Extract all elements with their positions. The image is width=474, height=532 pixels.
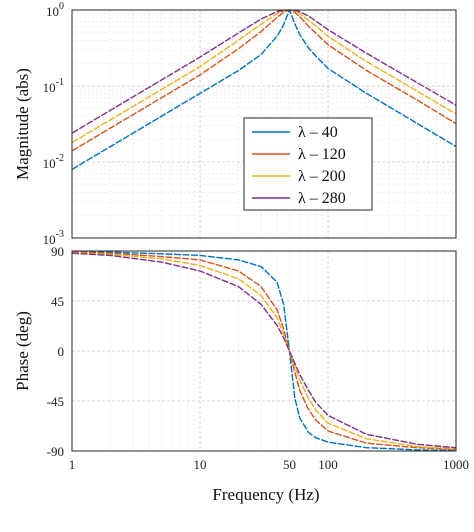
phase-y-tick-label: -90 [47,444,64,459]
magnitude-y-tick-label: 10-3 [43,229,64,247]
legend-label-1: λ – 40 [298,124,338,141]
tick-exponent: -3 [56,229,64,240]
phase-y-tick-label: -45 [47,394,64,409]
phase-series [71,250,457,452]
legend-label-4: λ – 280 [298,190,346,207]
legend-label-2: λ – 120 [298,146,346,163]
magnitude-y-tick-label: 10-2 [43,153,64,171]
tick-exponent: -1 [56,77,64,88]
phase-grid [72,251,456,451]
phase-axes-frame [71,250,457,452]
x-tick-label: 10 [194,457,207,472]
tick-base: 10 [43,80,56,95]
legend-box [243,117,373,211]
magnitude-y-tick-label: 100 [46,1,64,19]
x-tick-label: 1000 [443,457,469,472]
phase-y-axis-label: Phase (deg) [13,311,32,391]
magnitude-series-line-4 [71,9,457,134]
tick-base: 10 [43,156,56,171]
x-tick-label: 100 [318,457,338,472]
x-tick-label: 50 [283,457,296,472]
magnitude-y-tick-label: 10-1 [43,77,64,95]
phase-series-line-3 [71,251,457,450]
magnitude-y-axis-label: Magnitude (abs) [13,68,32,180]
phase-y-tick-label: 0 [58,344,65,359]
legend-label-3: λ – 200 [298,168,346,185]
tick-base: 10 [46,4,59,19]
phase-y-tick-label: 90 [51,244,64,259]
x-tick-label: 1 [69,457,76,472]
phase-y-tick-label: 45 [51,294,64,309]
phase-series-line-4 [71,252,457,449]
tick-exponent: -2 [56,153,64,164]
tick-base: 10 [43,232,56,247]
x-axis-label: Frequency (Hz) [212,485,319,504]
legend: λ – 40 λ – 120 λ – 200 λ – 280 [243,117,373,211]
tick-exponent: 0 [59,1,64,12]
magnitude-axes-frame [71,9,457,239]
phase-tick-labels: 90 45 0 -45 -90 1 10 50 100 1000 [47,244,469,472]
